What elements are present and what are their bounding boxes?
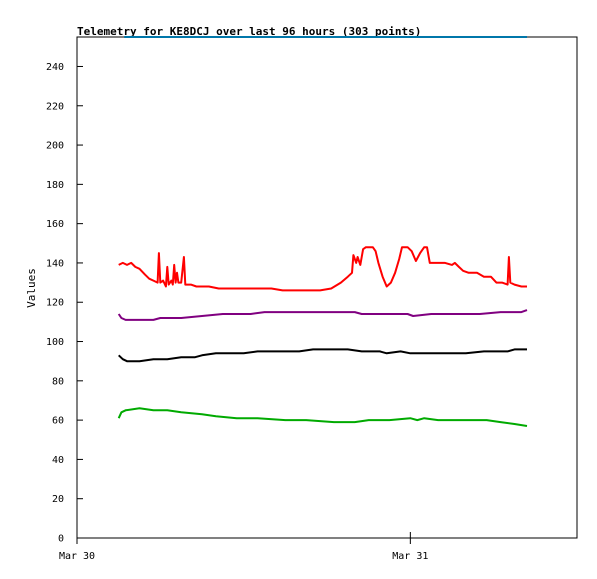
y-tick-label: 180 xyxy=(46,180,64,191)
y-axis-label: Values xyxy=(25,268,38,308)
series-group xyxy=(117,36,528,427)
x-tick-label: Mar 31 xyxy=(392,551,428,562)
y-tick-label: 100 xyxy=(46,337,64,348)
y-tick-label: 220 xyxy=(46,101,64,112)
series-line-2 xyxy=(118,246,527,292)
series-line-3 xyxy=(117,309,528,321)
y-axis: 0 20 40 60 80 100 120 140 160 180 200 220 240 xyxy=(46,62,83,545)
y-tick-label: 0 xyxy=(58,534,64,545)
series-line-5 xyxy=(117,407,528,427)
y-tick-label: 120 xyxy=(46,298,64,309)
y-tick-label: 20 xyxy=(52,494,64,505)
y-tick-label: 160 xyxy=(46,219,64,230)
y-tick-label: 200 xyxy=(46,141,64,152)
chart-title: Telemetry for KE8DCJ over last 96 hours … xyxy=(77,25,421,38)
series-line-4 xyxy=(118,348,527,363)
y-tick-label: 80 xyxy=(52,376,64,387)
plot-frame xyxy=(76,36,578,539)
y-tick-label: 60 xyxy=(52,416,64,427)
y-tick-label: 240 xyxy=(46,62,64,73)
x-axis: Mar 30 Mar 31 xyxy=(59,532,428,562)
y-tick-label: 40 xyxy=(52,455,64,466)
y-tick-label: 140 xyxy=(46,258,64,269)
x-tick-label: Mar 30 xyxy=(59,551,95,562)
